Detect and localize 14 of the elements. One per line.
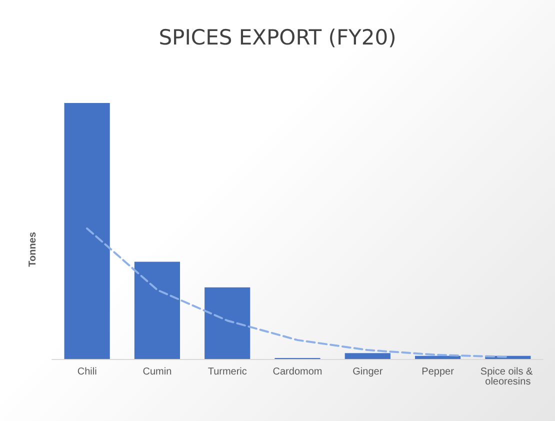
x-tick-label: Cumin xyxy=(142,366,172,378)
x-tick-label: Ginger xyxy=(352,366,384,378)
x-tick-label: Cardomom xyxy=(272,366,322,378)
x-tick-label: Turmeric xyxy=(208,366,247,378)
y-axis-title: Tonnes xyxy=(28,232,38,267)
bar xyxy=(64,103,110,359)
x-tick-label: Spice oils & oleoresins xyxy=(480,366,536,388)
x-tick-label: Chili xyxy=(77,366,97,378)
x-tick-label: Pepper xyxy=(422,366,455,378)
bar xyxy=(414,356,461,359)
bar xyxy=(134,262,180,359)
bar xyxy=(344,353,390,359)
bar xyxy=(204,287,250,359)
chart-title: SPICES EXPORT (FY20) xyxy=(158,26,396,50)
